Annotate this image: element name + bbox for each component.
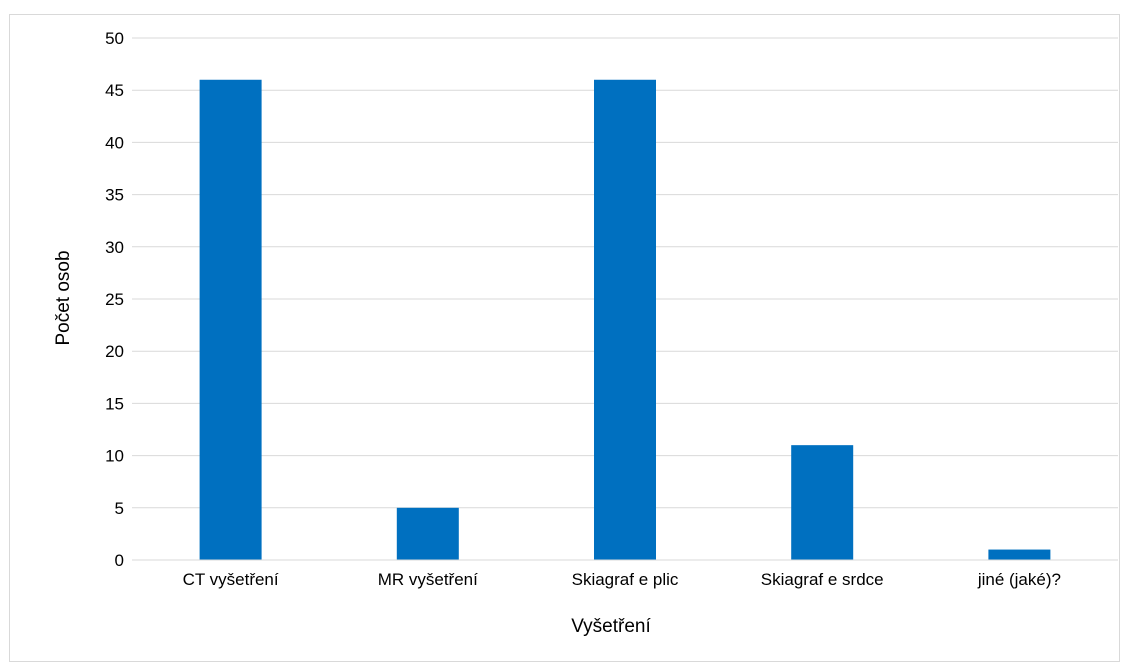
bar (791, 445, 854, 560)
y-tick-label: 30 (105, 238, 124, 257)
x-tick-label: Skiagraf e plic (572, 570, 679, 589)
chart-frame (9, 14, 1120, 662)
x-tick-label: CT vyšetření (183, 570, 279, 589)
y-tick-label: 25 (105, 290, 124, 309)
bar (199, 79, 262, 560)
x-tick-label: Skiagraf e srdce (761, 570, 884, 589)
bar (396, 507, 459, 560)
bar (988, 549, 1051, 560)
bar (594, 79, 656, 560)
y-tick-label: 35 (105, 186, 124, 205)
y-axis-label: Počet osob (53, 250, 74, 345)
y-tick-label: 10 (105, 447, 124, 466)
y-tick-label: 5 (115, 499, 124, 518)
x-axis-label: Vyšetření (571, 616, 651, 637)
y-tick-label: 0 (115, 551, 124, 570)
y-tick-label: 20 (105, 342, 124, 361)
y-tick-label: 50 (105, 29, 124, 48)
y-tick-label: 45 (105, 81, 124, 100)
y-axis-ticks: 0 5 10 15 20 25 30 35 40 45 50 (105, 29, 124, 570)
y-tick-label: 15 (105, 394, 124, 413)
y-tick-label: 40 (105, 133, 124, 152)
x-tick-label: MR vyšetření (378, 570, 478, 589)
x-axis-ticks: CT vyšetření MR vyšetření Skiagraf e plic S… (183, 570, 1061, 589)
bars (199, 79, 1051, 560)
x-tick-label: jiné (jaké)? (977, 570, 1061, 589)
